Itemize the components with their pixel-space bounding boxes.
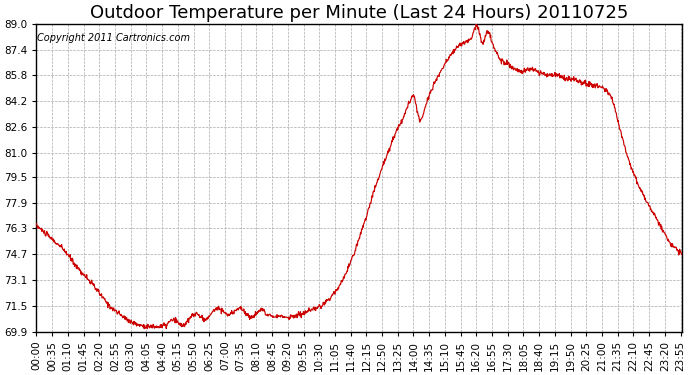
Text: Copyright 2011 Cartronics.com: Copyright 2011 Cartronics.com — [37, 33, 190, 43]
Title: Outdoor Temperature per Minute (Last 24 Hours) 20110725: Outdoor Temperature per Minute (Last 24 … — [90, 4, 629, 22]
